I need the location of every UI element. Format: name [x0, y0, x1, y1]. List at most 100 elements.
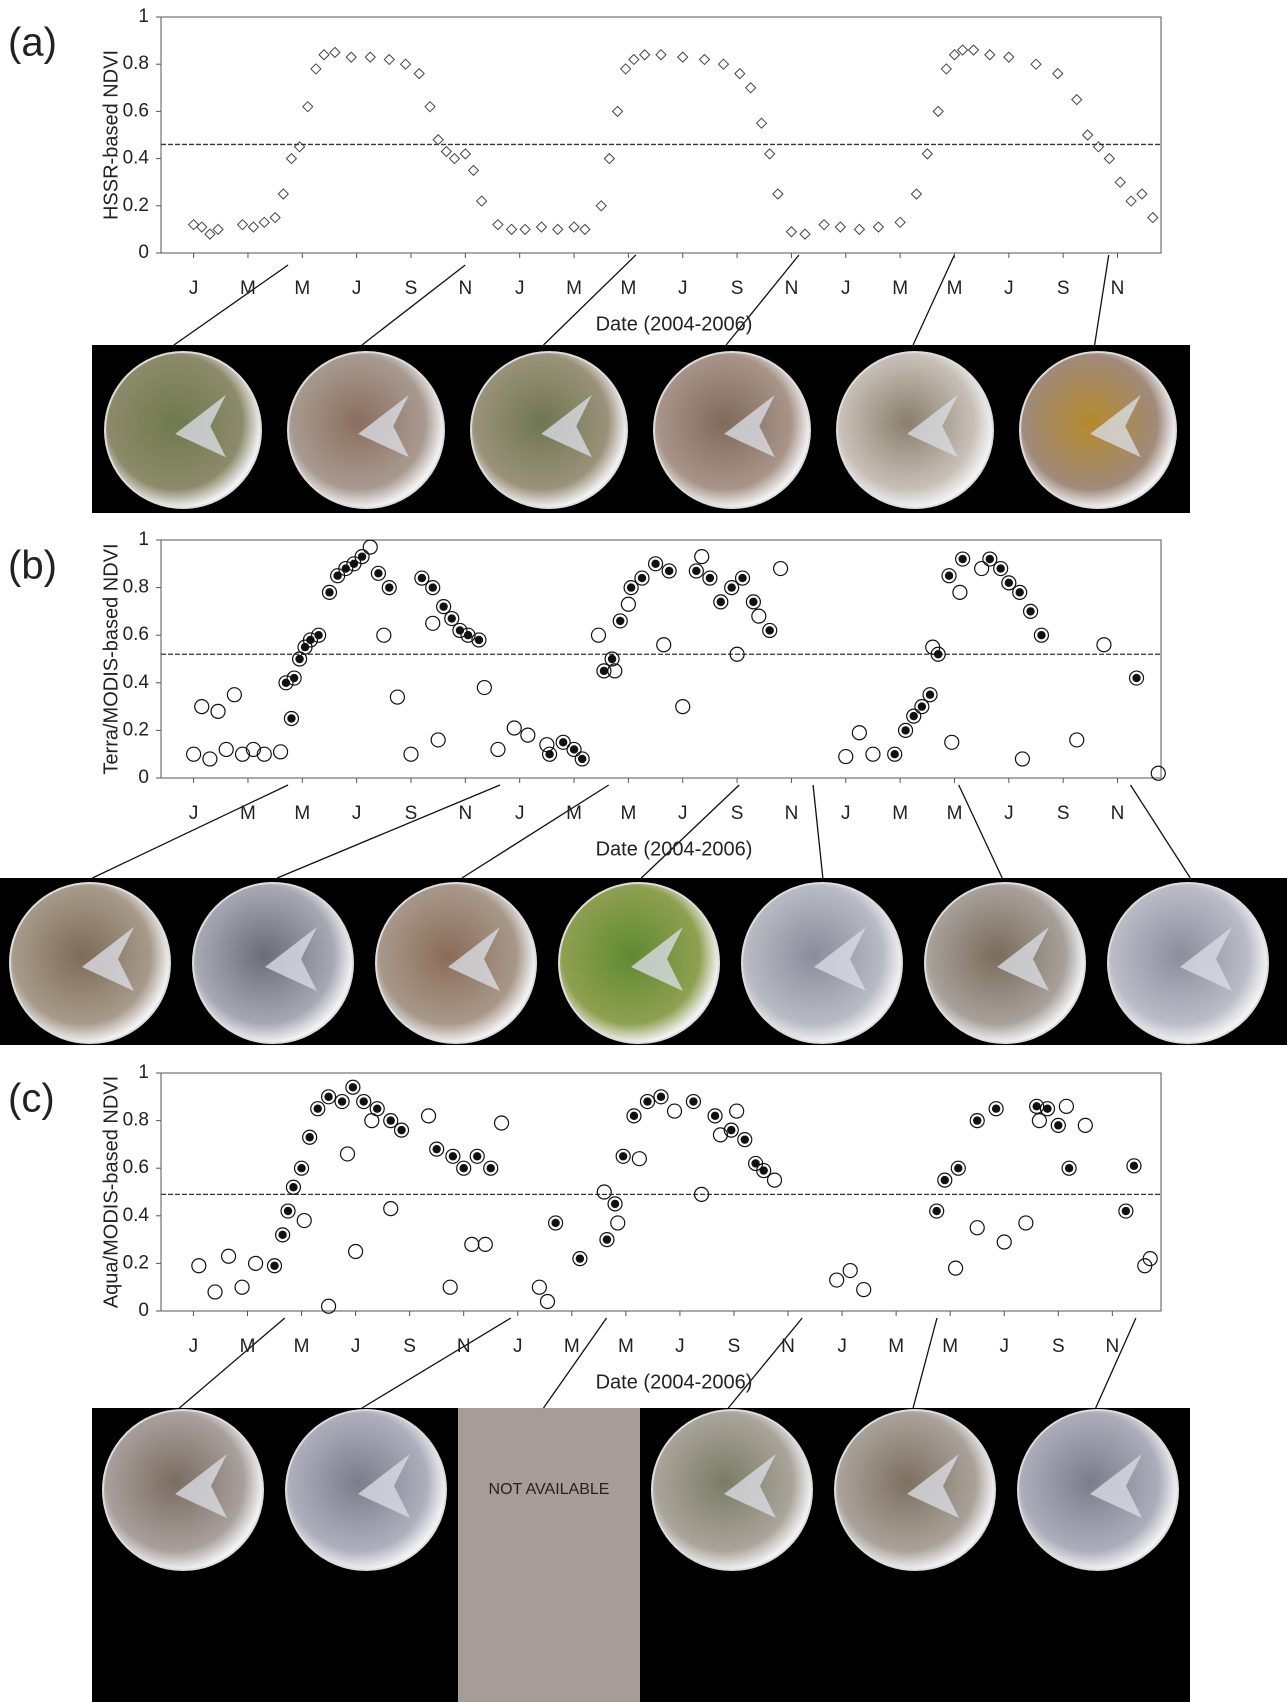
circle-fill [619, 1152, 627, 1160]
x-tick-label: J [837, 1336, 847, 1357]
circle-fill [749, 598, 757, 606]
x-tick-label: M [892, 803, 908, 824]
circle-fill [287, 714, 295, 722]
circle-fill [338, 1097, 346, 1105]
y-tick-label: 0 [138, 767, 149, 788]
circle-fill [630, 1112, 638, 1120]
circle-fill [611, 1200, 619, 1208]
y-tick-label: 1 [138, 6, 149, 27]
circle-fill [992, 1105, 1000, 1113]
circle-fill [360, 1097, 368, 1105]
x-tick-label: N [785, 803, 799, 824]
circle-fill [941, 1176, 949, 1184]
circle-fill [559, 738, 567, 746]
circle-fill [765, 626, 773, 634]
circle-fill [449, 1152, 457, 1160]
circle-fill [448, 614, 456, 622]
circle-fill [325, 588, 333, 596]
circle-fill [627, 583, 635, 591]
y-axis-title: HSSR-based NDVI [100, 50, 122, 220]
x-tick-label: J [841, 278, 851, 299]
x-tick-label: N [458, 278, 472, 299]
x-tick-label: S [1057, 803, 1070, 824]
circle-fill [432, 1145, 440, 1153]
circle-fill [1132, 674, 1140, 682]
x-axis-title: Date (2004-2006) [596, 1371, 753, 1393]
connector [1095, 255, 1109, 345]
x-tick-label: J [1004, 803, 1014, 824]
x-tick-label: M [888, 1336, 904, 1357]
circle-fill [689, 1097, 697, 1105]
circle-fill [314, 631, 322, 639]
y-tick-label: 0.2 [123, 719, 149, 740]
x-tick-label: M [618, 1336, 634, 1357]
circle-fill [1054, 1121, 1062, 1129]
circle-fill [270, 1262, 278, 1270]
x-tick-label: S [1057, 278, 1070, 299]
circle-fill [1015, 588, 1023, 596]
circle-fill [727, 583, 735, 591]
circle-fill [464, 631, 472, 639]
circle-fill [954, 1164, 962, 1172]
panel-label: (a) [8, 21, 57, 65]
x-tick-label: J [189, 803, 199, 824]
unavailable-box [458, 1408, 640, 1702]
circle-fill [570, 745, 578, 753]
circle-fill [738, 574, 746, 582]
connector [813, 785, 823, 878]
photo-strip [92, 1408, 1190, 1702]
x-tick-label: J [515, 803, 525, 824]
connector [174, 265, 288, 345]
connector [277, 785, 500, 878]
circle-fill [576, 1254, 584, 1262]
circle-fill [926, 691, 934, 699]
x-tick-label: N [1111, 278, 1125, 299]
circle-fill [616, 617, 624, 625]
circle-fill [727, 1126, 735, 1134]
connector [913, 1318, 937, 1408]
circle-fill [1037, 631, 1045, 639]
x-tick-label: S [405, 803, 418, 824]
x-tick-label: M [620, 278, 636, 299]
x-tick-label: S [731, 278, 744, 299]
x-tick-label: J [1004, 278, 1014, 299]
y-tick-label: 0.8 [123, 53, 149, 74]
connector [1096, 1318, 1136, 1408]
x-axis-title: Date (2004-2006) [596, 313, 753, 335]
circle-fill [692, 567, 700, 575]
circle-fill [429, 583, 437, 591]
x-tick-label: N [1105, 1336, 1119, 1357]
circle-fill [1026, 607, 1034, 615]
circle-fill [638, 574, 646, 582]
circle-fill [890, 750, 898, 758]
y-tick-label: 0.6 [123, 100, 149, 121]
x-tick-label: N [781, 1336, 795, 1357]
circle-fill [603, 1235, 611, 1243]
circle-fill [918, 702, 926, 710]
y-tick-label: 0.4 [123, 1205, 150, 1226]
circle-fill [295, 655, 303, 663]
circle-fill [358, 552, 366, 560]
circle-fill [305, 1133, 313, 1141]
x-tick-label: S [728, 1336, 741, 1357]
x-tick-label: J [352, 278, 362, 299]
circle-fill [1005, 579, 1013, 587]
circle-fill [439, 602, 447, 610]
circle-fill [551, 1219, 559, 1227]
circle-fill [1130, 1162, 1138, 1170]
y-tick-label: 0.4 [123, 672, 150, 693]
circle-fill [973, 1116, 981, 1124]
x-tick-label: M [947, 803, 963, 824]
connector [362, 1318, 511, 1408]
figure: NOT AVAILABLE(a)HSSR-based NDVIDate (200… [0, 0, 1287, 1702]
circle-fill [475, 636, 483, 644]
circle-fill [290, 674, 298, 682]
connector [92, 785, 288, 878]
x-tick-label: J [189, 1336, 199, 1357]
circle-fill [608, 655, 616, 663]
connector [179, 1318, 284, 1408]
y-tick-label: 0.2 [123, 1252, 149, 1273]
circle-fill [324, 1093, 332, 1101]
circle-fill [1043, 1105, 1051, 1113]
x-tick-label: N [458, 803, 472, 824]
